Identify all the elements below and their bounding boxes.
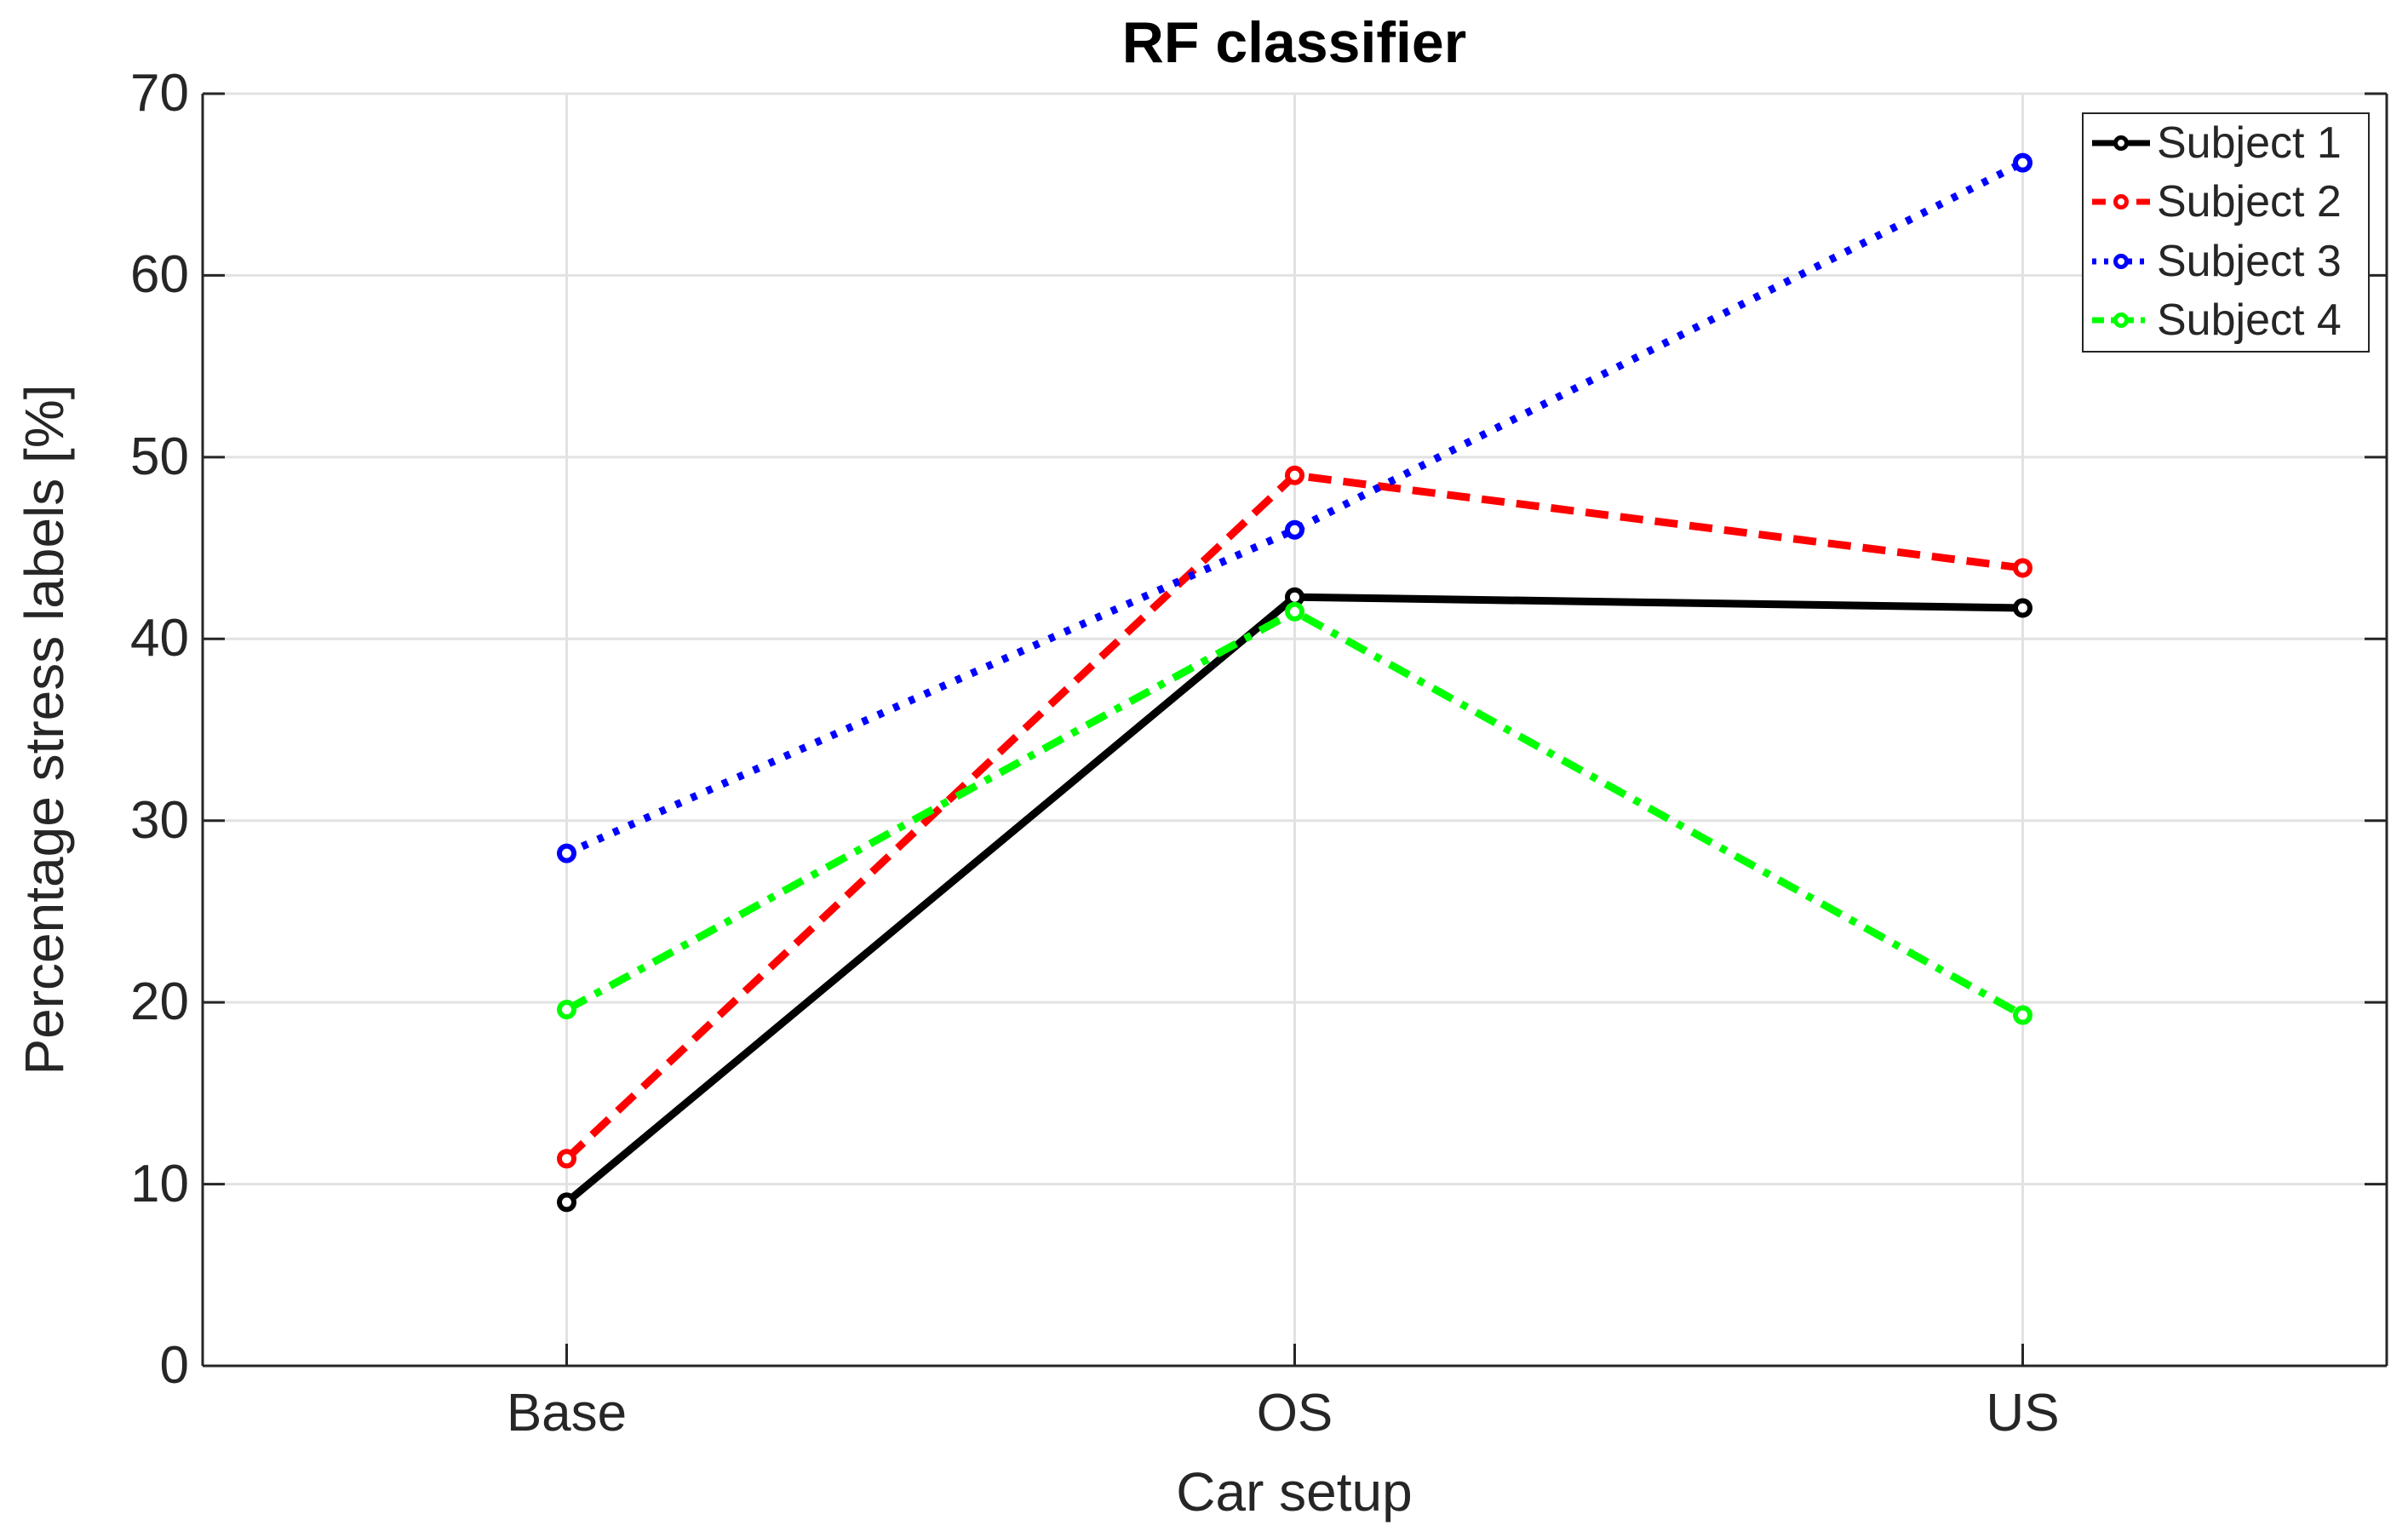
legend-label-subject-3: Subject 3 bbox=[2157, 236, 2342, 286]
legend-line-sample-subject-4 bbox=[2092, 312, 2150, 328]
y-tick-label: 0 bbox=[159, 1336, 189, 1395]
data-point-subject-4-os bbox=[1285, 601, 1304, 622]
legend-marker-subject-4 bbox=[2113, 312, 2129, 328]
legend-marker-subject-2 bbox=[2113, 194, 2129, 210]
y-tick-label: 30 bbox=[130, 790, 189, 850]
x-tick-label: US bbox=[1986, 1384, 2060, 1442]
y-tick-label: 60 bbox=[130, 245, 189, 305]
legend: Subject 1 Subject 2 Subject 3 Subject 4 bbox=[2082, 112, 2370, 353]
y-tick-label: 70 bbox=[130, 64, 189, 123]
data-point-subject-2-os bbox=[1285, 465, 1304, 485]
legend-label-subject-2: Subject 2 bbox=[2157, 177, 2342, 227]
legend-item-subject-2: Subject 2 bbox=[2084, 176, 2368, 227]
chart-title: RF classifier bbox=[1121, 10, 1467, 75]
legend-label-subject-1: Subject 1 bbox=[2157, 118, 2342, 168]
legend-line-sample-subject-2 bbox=[2092, 194, 2150, 210]
legend-line-sample-subject-1 bbox=[2092, 135, 2150, 151]
data-point-subject-3-base bbox=[557, 843, 576, 863]
data-point-subject-3-us bbox=[2013, 152, 2032, 173]
legend-item-subject-3: Subject 3 bbox=[2084, 236, 2368, 287]
legend-line-sample-subject-3 bbox=[2092, 253, 2150, 269]
legend-marker-subject-1 bbox=[2113, 135, 2129, 151]
x-tick-label: Base bbox=[506, 1384, 628, 1442]
legend-marker-subject-3 bbox=[2113, 253, 2129, 269]
x-tick-label: OS bbox=[1256, 1384, 1333, 1442]
data-point-subject-1-us bbox=[2013, 598, 2032, 618]
y-tick-label: 20 bbox=[130, 972, 189, 1032]
data-point-subject-4-us bbox=[2013, 1005, 2032, 1025]
legend-label-subject-4: Subject 4 bbox=[2157, 295, 2342, 345]
x-axis-label: Car setup bbox=[1176, 1461, 1413, 1523]
y-tick-label: 40 bbox=[130, 609, 189, 668]
y-tick-label: 50 bbox=[130, 427, 189, 486]
data-point-subject-4-base bbox=[557, 1000, 576, 1020]
legend-item-subject-4: Subject 4 bbox=[2084, 295, 2368, 346]
series-line-subject-4 bbox=[565, 607, 2025, 1019]
data-point-subject-2-base bbox=[557, 1149, 576, 1169]
legend-item-subject-1: Subject 1 bbox=[2084, 118, 2368, 169]
y-tick-label: 10 bbox=[130, 1154, 189, 1213]
data-point-subject-2-us bbox=[2013, 558, 2032, 578]
data-point-subject-1-base bbox=[557, 1192, 576, 1213]
data-point-subject-3-os bbox=[1285, 519, 1304, 540]
